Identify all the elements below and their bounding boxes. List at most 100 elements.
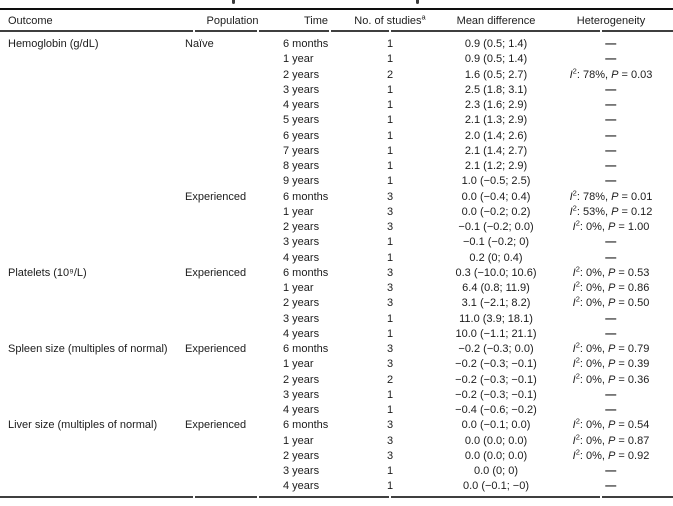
population-cell [185,388,280,403]
studies-footnote-marker: a [421,12,426,22]
population-cell [185,174,280,189]
mean-diff-cell: 10.0 (−1.1; 21.1) [455,327,537,340]
mean-diff-cell: 0.0 (−0.4; 0.4) [461,190,531,203]
table-row: Experienced 6 months 3 0.0 (−0.4; 0.4) I2: 7… [0,187,673,205]
population-cell [185,373,280,388]
studies-cell: 1 [386,144,394,157]
studies-cell: 1 [386,480,394,493]
outcome-cell [8,159,178,174]
heterogeneity-cell: I2: 0%, P = 0.53 [572,264,650,279]
heterogeneity-cell: I2: 0%, P = 0.54 [572,416,650,432]
time-cell: 2 years [283,373,320,386]
cropped-caption-fragment [232,0,235,4]
time-cell: 4 years [283,327,320,340]
studies-cell: 1 [386,83,394,96]
outcome-cell [8,449,178,464]
population-cell: Experienced [185,419,247,432]
mean-diff-cell: 2.1 (1.4; 2.7) [464,144,528,157]
outcome-cell [8,190,178,205]
table-row: 1 year 3 −0.2 (−0.3; −0.1) I2: 0%, P = 0.39 [0,355,673,372]
column-header-time: Time [303,15,329,27]
table-row: 4 years 1 −0.4 (−0.6; −0.2) — [0,403,673,418]
outcome-cell [8,83,178,98]
population-cell [185,327,280,342]
population-cell [185,449,280,464]
outcome-cell [8,434,178,449]
outcome-cell [8,312,178,327]
heterogeneity-cell: — [605,83,617,96]
population-cell: Experienced [185,266,247,279]
outcome-cell [8,403,178,418]
mean-diff-cell: −0.2 (−0.3; −0.1) [455,373,537,386]
column-header-population: Population [206,15,259,27]
outcome-cell: Platelets (10⁹/L) [8,266,87,279]
heterogeneity-cell: I2: 0%, P = 1.00 [572,218,650,233]
mean-diff-cell: 1.0 (−0.5; 2.5) [461,175,531,188]
heterogeneity-cell: I2: 78%, P = 0.01 [569,187,653,203]
mean-diff-cell: 2.5 (1.8; 3.1) [464,83,528,96]
time-cell: 9 years [283,175,320,188]
heterogeneity-cell: I2: 0%, P = 0.39 [572,355,650,371]
studies-cell: 3 [386,205,394,218]
time-cell: 3 years [283,312,320,325]
outcome-cell [8,174,178,189]
outcome-cell [8,281,178,296]
column-header-studies: No. of studiesa [352,13,428,30]
heterogeneity-cell: — [605,236,617,249]
table-row: 3 years 1 2.5 (1.8; 3.1) — [0,83,673,98]
table-row: 4 years 1 0.2 (0; 0.4) — [0,251,673,266]
population-cell: Experienced [185,190,247,203]
table-row: 3 years 1 −0.2 (−0.3; −0.1) — [0,388,673,403]
time-cell: 2 years [283,449,320,462]
population-cell [185,312,280,327]
outcome-cell [8,464,178,479]
mean-diff-cell: −0.1 (−0.2; 0.0) [458,221,534,233]
population-cell: Experienced [185,343,247,355]
table-row: Liver size (multiples of normal) Experien… [0,416,673,433]
population-cell [185,220,280,235]
outcome-cell: Spleen size (multiples of normal) [8,343,168,355]
population-cell [185,281,280,296]
studies-cell: 2 [386,68,394,81]
studies-cell: 2 [386,373,394,386]
outcome-cell: Liver size (multiples of normal) [8,419,158,432]
studies-cell: 3 [386,190,394,203]
population-cell [185,98,280,113]
time-cell: 1 year [283,282,314,294]
population-cell [185,251,280,266]
heterogeneity-cell: I2: 0%, P = 0.36 [572,370,650,386]
population-cell [185,235,280,250]
outcome-cell [8,205,178,220]
population-cell [185,113,280,128]
mean-diff-cell: 3.1 (−2.1; 8.2) [461,297,531,310]
heterogeneity-cell: — [605,114,617,127]
heterogeneity-cell: I2: 53%, P = 0.12 [569,203,653,218]
outcome-cell [8,373,178,388]
time-cell: 6 months [283,190,329,203]
time-cell: 3 years [283,236,320,249]
mean-diff-cell: 6.4 (0.8; 11.9) [462,282,530,294]
population-cell [185,296,280,311]
mean-diff-cell: 0.0 (−0.2; 0.2) [461,205,531,218]
time-cell: 3 years [283,465,320,477]
table-row: Spleen size (multiples of normal) Experie… [0,340,673,357]
table-row: 1 year 3 0.0 (0.0; 0.0) I2: 0%, P = 0.87 [0,433,673,449]
studies-cell: 1 [386,114,394,127]
mean-diff-cell: −0.2 (−0.3; −0.1) [455,358,537,371]
heterogeneity-cell: I2: 0%, P = 0.79 [572,340,650,355]
heterogeneity-cell: — [605,465,617,477]
time-cell: 4 years [283,480,320,493]
population-cell: Naïve [185,38,214,50]
studies-cell: 3 [386,297,394,310]
time-cell: 6 years [283,129,320,142]
population-cell [185,205,280,220]
studies-cell: 1 [386,327,394,340]
studies-cell: 1 [386,251,394,264]
time-cell: 6 months [283,343,329,355]
table-row: 5 years 1 2.1 (1.3; 2.9) — [0,113,673,128]
table-row: Hemoglobin (g/dL) Naïve 6 months 1 0.9 (0.5;… [0,37,673,52]
heterogeneity-cell: — [605,129,617,142]
outcome-cell [8,220,178,235]
mean-diff-cell: 0.0 (0.0; 0.0) [464,449,528,462]
population-cell [185,464,280,479]
